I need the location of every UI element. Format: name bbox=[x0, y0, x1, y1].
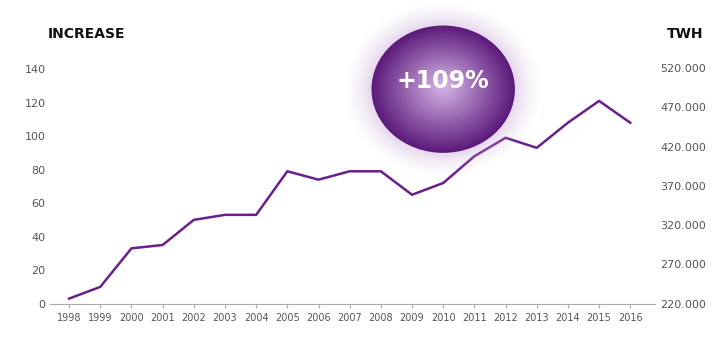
Ellipse shape bbox=[376, 29, 510, 149]
Text: TWH: TWH bbox=[667, 27, 703, 41]
Ellipse shape bbox=[409, 57, 477, 118]
Ellipse shape bbox=[426, 71, 461, 103]
Ellipse shape bbox=[401, 51, 485, 125]
Ellipse shape bbox=[366, 21, 521, 158]
Ellipse shape bbox=[390, 42, 496, 135]
Ellipse shape bbox=[405, 54, 481, 121]
Ellipse shape bbox=[375, 29, 511, 149]
Ellipse shape bbox=[412, 60, 474, 115]
Ellipse shape bbox=[398, 48, 488, 128]
Ellipse shape bbox=[422, 68, 464, 106]
Ellipse shape bbox=[389, 40, 498, 137]
Text: +109%: +109% bbox=[397, 69, 490, 93]
Ellipse shape bbox=[362, 17, 524, 161]
Ellipse shape bbox=[419, 66, 467, 109]
Ellipse shape bbox=[433, 78, 453, 95]
Ellipse shape bbox=[408, 56, 479, 119]
Ellipse shape bbox=[390, 41, 497, 136]
Ellipse shape bbox=[441, 84, 446, 89]
Ellipse shape bbox=[405, 53, 482, 122]
Ellipse shape bbox=[402, 51, 485, 125]
Ellipse shape bbox=[427, 72, 459, 101]
Ellipse shape bbox=[418, 65, 468, 110]
Ellipse shape bbox=[391, 42, 495, 134]
Ellipse shape bbox=[373, 27, 513, 151]
Ellipse shape bbox=[396, 46, 491, 130]
Ellipse shape bbox=[364, 19, 523, 159]
Ellipse shape bbox=[369, 24, 517, 155]
Ellipse shape bbox=[407, 55, 480, 120]
Ellipse shape bbox=[410, 58, 477, 117]
Ellipse shape bbox=[397, 47, 490, 129]
Ellipse shape bbox=[426, 72, 460, 102]
Ellipse shape bbox=[397, 47, 489, 129]
Ellipse shape bbox=[403, 52, 484, 124]
Ellipse shape bbox=[374, 28, 512, 150]
Ellipse shape bbox=[378, 31, 508, 147]
Ellipse shape bbox=[377, 30, 510, 148]
Ellipse shape bbox=[430, 75, 456, 98]
Ellipse shape bbox=[400, 49, 487, 127]
Ellipse shape bbox=[431, 75, 456, 98]
Ellipse shape bbox=[438, 81, 449, 91]
Ellipse shape bbox=[404, 53, 482, 123]
Ellipse shape bbox=[438, 82, 448, 90]
Ellipse shape bbox=[423, 69, 464, 105]
Ellipse shape bbox=[380, 33, 506, 144]
Ellipse shape bbox=[382, 35, 504, 143]
Ellipse shape bbox=[440, 83, 447, 89]
Ellipse shape bbox=[441, 84, 445, 88]
Ellipse shape bbox=[385, 37, 501, 140]
Ellipse shape bbox=[394, 44, 492, 132]
Ellipse shape bbox=[408, 57, 478, 119]
Ellipse shape bbox=[387, 38, 500, 139]
Ellipse shape bbox=[420, 66, 467, 108]
Ellipse shape bbox=[442, 85, 444, 87]
Ellipse shape bbox=[400, 50, 486, 126]
Ellipse shape bbox=[431, 76, 455, 97]
Ellipse shape bbox=[415, 62, 471, 112]
Ellipse shape bbox=[379, 32, 507, 145]
Ellipse shape bbox=[413, 60, 474, 114]
Ellipse shape bbox=[393, 44, 493, 133]
Ellipse shape bbox=[433, 77, 454, 96]
Ellipse shape bbox=[420, 67, 466, 107]
Ellipse shape bbox=[372, 25, 515, 153]
Ellipse shape bbox=[429, 74, 457, 99]
Ellipse shape bbox=[417, 64, 469, 110]
Ellipse shape bbox=[437, 81, 449, 92]
Ellipse shape bbox=[424, 70, 462, 104]
Ellipse shape bbox=[387, 39, 499, 138]
Ellipse shape bbox=[372, 25, 515, 153]
Ellipse shape bbox=[382, 34, 505, 144]
Ellipse shape bbox=[436, 80, 451, 93]
Ellipse shape bbox=[384, 36, 503, 141]
Ellipse shape bbox=[372, 26, 514, 152]
Ellipse shape bbox=[395, 45, 492, 131]
Ellipse shape bbox=[434, 79, 452, 94]
Ellipse shape bbox=[392, 43, 495, 134]
Ellipse shape bbox=[415, 62, 472, 113]
Ellipse shape bbox=[383, 35, 503, 142]
Ellipse shape bbox=[368, 22, 518, 156]
Ellipse shape bbox=[379, 32, 508, 146]
Ellipse shape bbox=[428, 73, 459, 100]
Ellipse shape bbox=[386, 38, 500, 140]
Ellipse shape bbox=[411, 59, 475, 116]
Ellipse shape bbox=[416, 64, 470, 111]
Ellipse shape bbox=[423, 69, 463, 104]
Ellipse shape bbox=[413, 61, 473, 113]
Ellipse shape bbox=[435, 79, 451, 94]
Text: INCREASE: INCREASE bbox=[48, 27, 125, 41]
